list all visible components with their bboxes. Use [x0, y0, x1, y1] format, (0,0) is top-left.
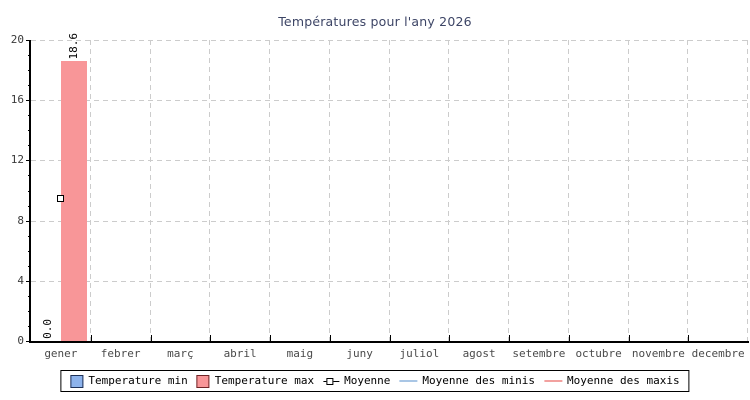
x-axis-tick: [150, 335, 152, 341]
y-axis-tick: [26, 341, 31, 342]
x-axis-label-maig: maig: [286, 347, 314, 360]
legend-item-moyenne-des-minis: Moyenne des minis: [399, 374, 535, 388]
y-axis-label: 8: [17, 213, 24, 227]
y-axis-tick: [26, 100, 31, 102]
y-axis-tick: [26, 280, 31, 282]
legend-swatch-temperature-min-icon: [70, 374, 84, 388]
bar-value-label: 18.6: [67, 32, 81, 60]
legend-label-temperature-min: Temperature min: [88, 374, 188, 387]
y-axis-label: 12: [10, 153, 24, 167]
legend-item-temperature-max: Temperature max: [196, 374, 315, 388]
x-axis-line: [29, 341, 749, 343]
x-axis-label-juliol: juliol: [399, 347, 440, 360]
y-axis-tick: [26, 220, 31, 222]
x-axis-label-abril: abril: [223, 347, 257, 360]
gridline-horizontal: [31, 100, 748, 102]
gridline-vertical: [328, 40, 330, 341]
gridline-vertical: [269, 40, 270, 341]
gridline-vertical: [508, 40, 509, 341]
x-axis-label-novembre: novembre: [631, 347, 685, 360]
y-axis-line: [29, 40, 31, 343]
legend-label-moyenne-des-maxis: Moyenne des maxis: [567, 374, 680, 387]
legend-label-moyenne: Moyenne: [344, 374, 391, 387]
x-axis-label-setembre: setembre: [512, 347, 566, 360]
legend: Temperature min Temperature max Moyenne Moy…: [60, 370, 690, 392]
legend-swatch-moyenne-des-minis-icon: [399, 380, 418, 382]
point-moyenne: [57, 194, 65, 202]
x-axis-tick: [509, 335, 510, 341]
gridline-horizontal: [31, 40, 748, 41]
gridline-vertical: [448, 40, 450, 341]
chart-title: Températures pour l'any 2026: [278, 14, 472, 29]
bar-value-label: 0.0: [40, 319, 54, 339]
x-axis-tick: [210, 335, 212, 341]
legend-swatch-moyenne-icon: [323, 377, 340, 385]
gridline-horizontal: [31, 280, 748, 282]
legend-label-temperature-max: Temperature max: [214, 374, 315, 387]
x-axis-tick: [389, 335, 391, 341]
x-axis-label-mar-: març: [167, 347, 194, 360]
bar-temperature-max: [60, 61, 88, 341]
x-axis-label-octubre: octubre: [575, 347, 622, 360]
legend-swatch-temperature-max-icon: [196, 374, 210, 388]
legend-swatch-moyenne-des-maxis-icon: [544, 380, 563, 382]
x-axis-tick: [688, 335, 690, 341]
x-axis-label-juny: juny: [346, 347, 373, 360]
legend-item-moyenne: Moyenne: [323, 374, 390, 388]
gridline-vertical: [687, 40, 689, 341]
x-axis-tick: [329, 335, 331, 341]
x-axis-label-gener: gener: [44, 347, 78, 360]
gridline-vertical: [567, 40, 569, 341]
y-axis-tick: [26, 40, 31, 41]
x-axis-label-decembre: decembre: [691, 347, 745, 360]
y-axis-label: 16: [10, 93, 24, 107]
gridline-horizontal: [31, 160, 748, 162]
x-axis-label-agost: agost: [462, 347, 496, 360]
gridline-vertical: [747, 40, 748, 341]
legend-item-moyenne-des-maxis: Moyenne des maxis: [544, 374, 680, 388]
gridline-vertical: [149, 40, 151, 341]
x-axis-tick: [568, 335, 570, 341]
gridline-vertical: [209, 40, 211, 341]
gridline-vertical: [627, 40, 629, 341]
plot-area: 0.0 18.6: [31, 33, 748, 341]
gridline-vertical: [89, 40, 91, 341]
x-axis-label-febrer: febrer: [100, 347, 141, 360]
x-axis-tick: [270, 335, 271, 341]
gridline-horizontal: [31, 220, 748, 222]
y-axis-label: 0: [17, 334, 24, 347]
y-axis-label: 20: [10, 33, 24, 46]
y-axis-label: 4: [17, 273, 24, 287]
x-axis-tick: [628, 335, 630, 341]
x-axis-tick: [90, 335, 92, 341]
gridline-vertical: [388, 40, 390, 341]
legend-item-temperature-min: Temperature min: [70, 374, 188, 388]
legend-label-moyenne-des-minis: Moyenne des minis: [422, 374, 536, 387]
y-axis-tick: [26, 160, 31, 162]
x-axis-tick: [449, 335, 451, 341]
